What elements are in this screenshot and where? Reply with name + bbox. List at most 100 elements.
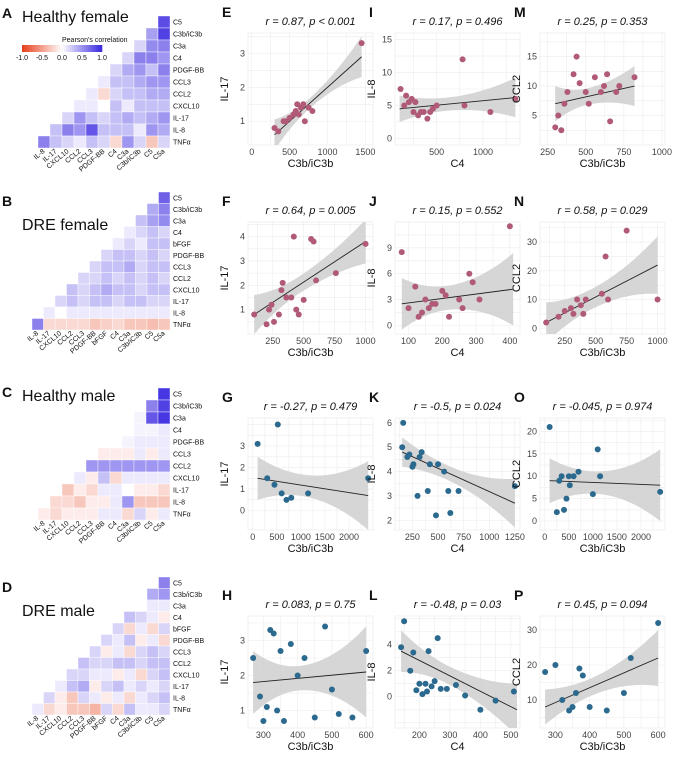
- heatmap-cell: [158, 295, 171, 308]
- heatmap-cell: [112, 237, 125, 250]
- stat-title: r = 0.87, p < 0.001: [266, 16, 356, 28]
- x-tick-label: 100: [401, 336, 416, 346]
- heatmap-cell: [146, 657, 159, 670]
- heatmap-row-label: CCL3: [173, 80, 191, 87]
- data-point: [511, 483, 518, 490]
- data-point: [575, 468, 582, 475]
- scatter-panel-m: Mr = 0.25, p = 0.353 250 500 750 1000 5 10 15 C3…: [511, 4, 672, 170]
- stat-title: r = 0.64, p = 0.005: [266, 205, 357, 217]
- y-axis-label: IL-8: [366, 465, 378, 484]
- heatmap-row-label: IL-8: [173, 695, 185, 702]
- data-point: [576, 665, 583, 672]
- legend-swatch: [94, 45, 97, 52]
- legend-swatch: [80, 45, 83, 52]
- regression-line: [401, 451, 516, 504]
- heatmap-cell: [109, 99, 123, 113]
- x-tick-label: 500: [324, 730, 339, 740]
- data-point: [310, 238, 317, 245]
- legend-swatch: [82, 45, 85, 52]
- heatmap-cell: [85, 135, 99, 149]
- heatmap-row-label: C4: [173, 230, 182, 237]
- data-point: [569, 704, 576, 710]
- confidence-band: [402, 437, 515, 528]
- heatmap-row-label: C3b/iC3b: [173, 592, 202, 599]
- heatmap-cell: [121, 135, 135, 149]
- data-point: [424, 488, 431, 495]
- x-tick-label: 750: [616, 147, 631, 157]
- data-point: [561, 506, 568, 513]
- heatmap-cell: [112, 272, 125, 285]
- y-tick-label: 10: [527, 81, 537, 91]
- x-tick-label: 600: [651, 730, 666, 740]
- legend-swatch: [90, 45, 93, 52]
- legend-swatch: [36, 45, 39, 52]
- regression-line: [274, 56, 362, 136]
- heatmap-cell: [77, 703, 90, 716]
- heatmap-cell: [109, 111, 123, 125]
- heatmap-cell: [146, 645, 159, 658]
- stat-title: r = -0.045, p = 0.974: [553, 401, 653, 413]
- confidence-band: [549, 449, 661, 521]
- panel-label: F: [222, 193, 231, 209]
- x-tick-label: 400: [473, 730, 488, 740]
- heatmap-cell: [100, 249, 113, 262]
- data-point: [556, 477, 563, 484]
- x-axis-label: C3b/iC3b: [580, 347, 626, 359]
- y-tick-label: 15: [527, 449, 537, 459]
- heatmap-cell: [133, 495, 147, 509]
- x-tick-label: 300: [469, 336, 484, 346]
- heatmap-cell: [73, 483, 87, 497]
- y-tick-label: 3: [387, 295, 392, 305]
- y-tick-label: 20: [527, 266, 537, 276]
- heatmap-cell: [49, 507, 63, 521]
- heatmap-row-label: C3b/iC3b: [173, 207, 202, 214]
- heatmap-cell: [109, 507, 123, 521]
- legend-swatch: [70, 45, 73, 52]
- heatmap-cell: [146, 668, 159, 681]
- heatmap-cell: [109, 123, 123, 137]
- heatmap-cell: [100, 306, 113, 319]
- y-tick-label: 5: [387, 442, 392, 452]
- heatmap-cell: [123, 611, 136, 624]
- heatmap-cell: [123, 634, 136, 647]
- heatmap-cell: [135, 249, 148, 262]
- heatmap-cell: [157, 111, 171, 125]
- heatmap-cell: [133, 135, 147, 149]
- x-tick-label: 1000: [356, 336, 376, 346]
- data-point: [260, 718, 267, 724]
- heatmap-cell: [133, 459, 147, 473]
- heatmap-cell: [77, 283, 90, 296]
- data-point: [328, 686, 335, 693]
- data-point: [589, 491, 596, 498]
- heatmap-col-label: C5a: [152, 148, 166, 162]
- heatmap-cell: [123, 237, 136, 250]
- heatmap-row-label: C4: [173, 56, 182, 63]
- heatmap-cell: [135, 611, 148, 624]
- stat-title: r = 0.25, p = 0.353: [558, 16, 649, 28]
- heatmap-cell: [49, 123, 63, 137]
- heatmap-cell: [158, 691, 171, 704]
- heatmap-cell: [66, 318, 79, 331]
- legend-swatch: [92, 45, 95, 52]
- legend-swatch: [28, 45, 31, 52]
- heatmap-cell: [85, 87, 99, 101]
- data-point: [406, 451, 413, 458]
- heatmap-row-label: bFGF: [173, 241, 191, 248]
- heatmap-cell: [158, 226, 171, 239]
- heatmap-cell: [109, 483, 123, 497]
- x-tick-label: 1000: [583, 532, 603, 542]
- data-point: [469, 279, 476, 286]
- x-tick-label: 0: [250, 532, 255, 542]
- heatmap-cell: [157, 423, 171, 437]
- heatmap-cell: [100, 645, 113, 658]
- heatmap-cell: [123, 249, 136, 262]
- panel-label: C: [2, 384, 12, 400]
- heatmap-cell: [158, 668, 171, 681]
- legend-swatch: [30, 45, 33, 52]
- x-tick-label: 400: [290, 730, 305, 740]
- heatmap-row-label: PDGF-BB: [173, 440, 204, 447]
- heatmap-row-label: C3a: [173, 603, 186, 610]
- data-point: [279, 279, 286, 286]
- y-tick-label: 1: [240, 305, 245, 315]
- heatmap-cell: [135, 691, 148, 704]
